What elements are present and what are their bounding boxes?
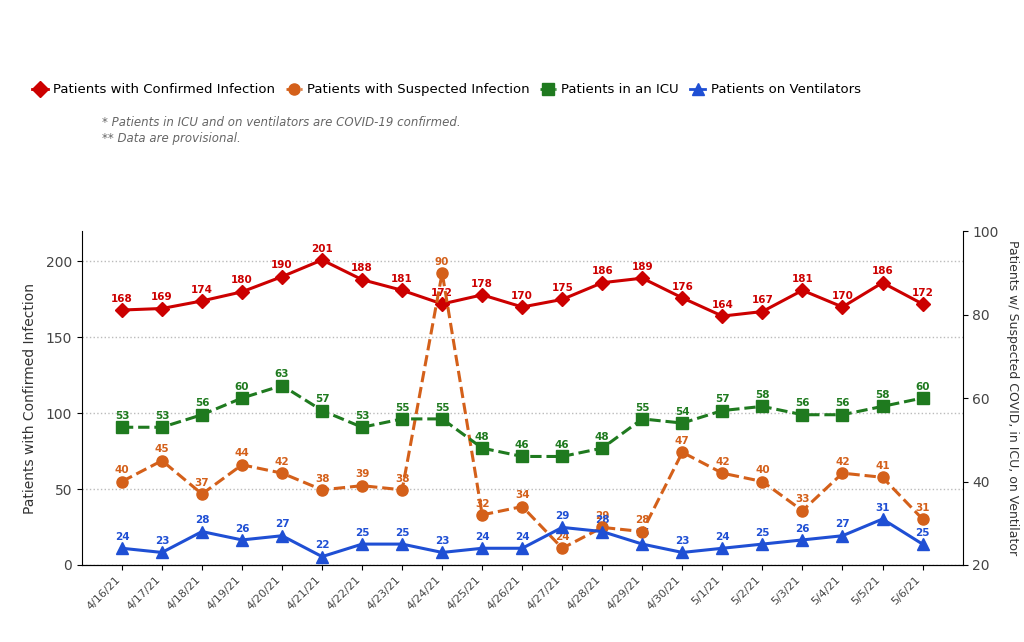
Text: 53: 53: [355, 411, 370, 421]
Text: COVID-19 Hospitalizations Reported by MS Hospitals, 4/16/21–5/6/21 *,**: COVID-19 Hospitalizations Reported by MS…: [12, 31, 839, 49]
Text: 25: 25: [915, 528, 930, 538]
Text: 22: 22: [314, 541, 330, 550]
Text: 172: 172: [911, 288, 934, 298]
Text: 31: 31: [915, 503, 930, 513]
Text: 178: 178: [471, 279, 494, 288]
Text: 169: 169: [152, 292, 173, 302]
Text: 24: 24: [555, 532, 569, 542]
Text: 172: 172: [431, 288, 453, 298]
Text: 23: 23: [155, 536, 169, 546]
Text: 38: 38: [314, 474, 330, 483]
Text: 31: 31: [876, 503, 890, 513]
Text: 60: 60: [915, 382, 930, 392]
Text: 170: 170: [511, 291, 534, 300]
Text: 48: 48: [475, 432, 489, 442]
Y-axis label: Patients with Confirmed Infection: Patients with Confirmed Infection: [24, 282, 38, 514]
Text: 25: 25: [395, 528, 410, 538]
Text: 90: 90: [435, 257, 450, 266]
Text: 201: 201: [311, 243, 333, 254]
Text: 25: 25: [635, 528, 649, 538]
Text: 47: 47: [675, 436, 690, 446]
Text: 53: 53: [115, 411, 129, 421]
Text: 57: 57: [715, 394, 730, 404]
Text: 180: 180: [231, 275, 253, 286]
Text: 54: 54: [675, 407, 690, 417]
Text: 23: 23: [675, 536, 689, 546]
Text: 42: 42: [715, 457, 730, 467]
Text: 58: 58: [755, 390, 770, 400]
Text: 46: 46: [515, 440, 529, 450]
Text: 38: 38: [395, 474, 410, 483]
Text: 176: 176: [672, 282, 693, 291]
Text: 170: 170: [831, 291, 853, 300]
Text: 34: 34: [515, 490, 529, 500]
Text: 27: 27: [836, 519, 850, 530]
Text: 181: 181: [792, 274, 813, 284]
Text: 28: 28: [195, 516, 209, 525]
Text: 42: 42: [274, 457, 290, 467]
Text: 29: 29: [555, 511, 569, 521]
Legend: Patients with Confirmed Infection, Patients with Suspected Infection, Patients i: Patients with Confirmed Infection, Patie…: [27, 78, 866, 101]
Text: 28: 28: [595, 516, 609, 525]
Text: 25: 25: [755, 528, 770, 538]
Text: 26: 26: [234, 524, 249, 534]
Text: 24: 24: [515, 532, 529, 542]
Text: 55: 55: [395, 403, 410, 413]
Text: 28: 28: [635, 516, 649, 525]
Text: 56: 56: [836, 399, 850, 408]
Text: 25: 25: [355, 528, 370, 538]
Text: 174: 174: [191, 284, 213, 295]
Text: 24: 24: [475, 532, 489, 542]
Text: 55: 55: [435, 403, 450, 413]
Text: 41: 41: [876, 461, 890, 471]
Text: 56: 56: [796, 399, 810, 408]
Text: 33: 33: [796, 494, 810, 505]
Text: 189: 189: [632, 262, 653, 272]
Text: * Patients in ICU and on ventilators are COVID-19 confirmed.: * Patients in ICU and on ventilators are…: [102, 116, 461, 128]
Text: ** Data are provisional.: ** Data are provisional.: [102, 132, 241, 144]
Text: 46: 46: [555, 440, 569, 450]
Y-axis label: Patients w/ Suspected COVID, in ICU, on Ventilator: Patients w/ Suspected COVID, in ICU, on …: [1007, 241, 1020, 555]
Text: 24: 24: [115, 532, 129, 542]
Text: 32: 32: [475, 499, 489, 508]
Text: 39: 39: [355, 469, 370, 480]
Text: 60: 60: [234, 382, 249, 392]
Text: 181: 181: [391, 274, 413, 284]
Text: 186: 186: [592, 266, 613, 276]
Text: 188: 188: [351, 263, 373, 273]
Text: 168: 168: [111, 293, 133, 304]
Text: 48: 48: [595, 432, 609, 442]
Text: 23: 23: [435, 536, 450, 546]
Text: 57: 57: [314, 394, 330, 404]
Text: 37: 37: [195, 478, 209, 488]
Text: 40: 40: [115, 465, 129, 475]
Text: 53: 53: [155, 411, 169, 421]
Text: 56: 56: [195, 399, 209, 408]
Text: 186: 186: [871, 266, 893, 276]
Text: 24: 24: [715, 532, 730, 542]
Text: 167: 167: [752, 295, 773, 305]
Text: 175: 175: [551, 283, 573, 293]
Text: 55: 55: [635, 403, 649, 413]
Text: 29: 29: [595, 511, 609, 521]
Text: 164: 164: [712, 300, 733, 309]
Text: 42: 42: [836, 457, 850, 467]
Text: 26: 26: [796, 524, 810, 534]
Text: 190: 190: [271, 260, 293, 270]
Text: 27: 27: [274, 519, 290, 530]
Text: 58: 58: [876, 390, 890, 400]
Text: 40: 40: [755, 465, 770, 475]
Text: 63: 63: [274, 369, 290, 379]
Text: 45: 45: [155, 444, 169, 455]
Text: 44: 44: [234, 449, 250, 458]
